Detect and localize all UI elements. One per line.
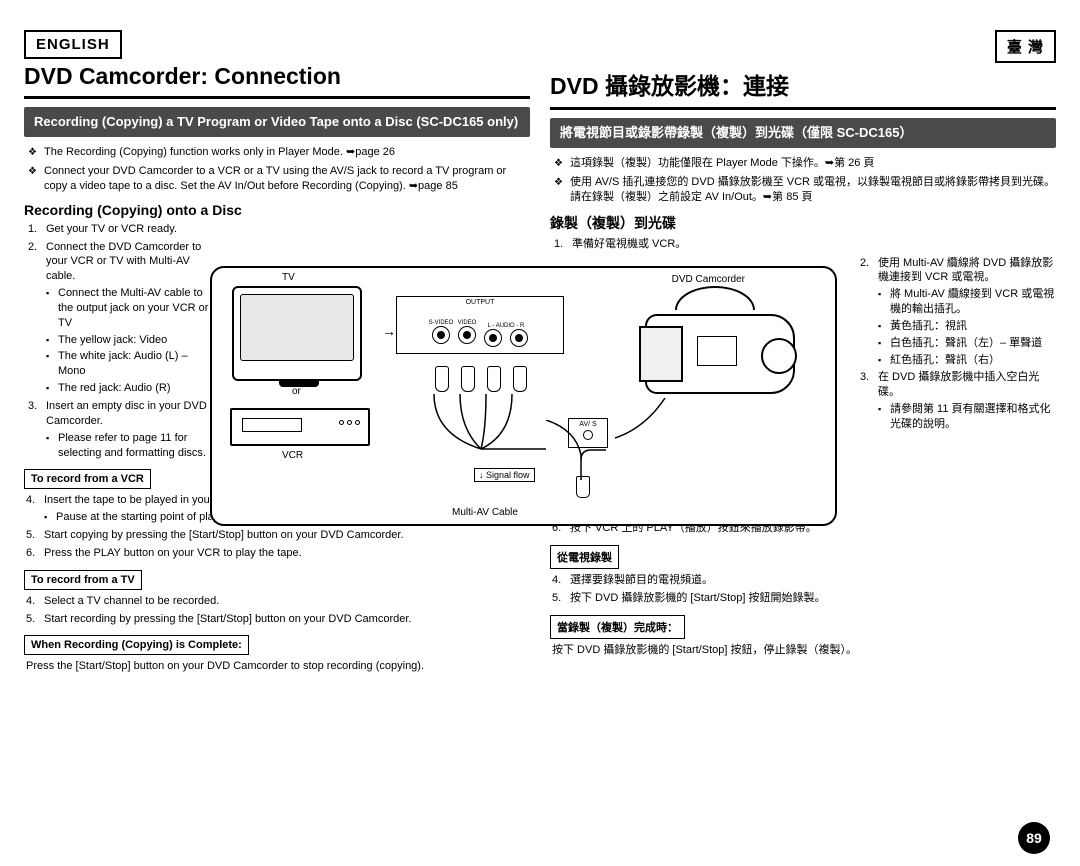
section-bar-left: Recording (Copying) a TV Program or Vide… [24,107,530,137]
box-tv-left: To record from a TV [24,570,142,590]
page-number: 89 [1018,822,1050,854]
step-item: 2.使用 Multi-AV 纜線將 DVD 攝錄放影機連接到 VCR 或電視。 … [860,256,1056,368]
signal-flow-label: ↓ Signal flow [474,468,535,482]
step-item: 1.準備好電視機或 VCR。 [554,237,1056,252]
box-complete-right: 當錄製（複製）完成時： [550,615,685,639]
sub-item: 請參閱第 11 頁有關選擇和格式化光碟的說明。 [878,402,1056,432]
step-item: 4.選擇要錄製節目的電視頻道。 [552,573,1056,588]
step-item: 3.在 DVD 攝錄放影機中插入空白光碟。 請參閱第 11 頁有關選擇和格式化光… [860,370,1056,431]
complete-text-right: 按下 DVD 攝錄放影機的 [Start/Stop] 按鈕，停止錄製（複製）。 [550,643,1056,658]
or-label: or [292,386,301,397]
step-item: 2.Connect the DVD Camcorder to your VCR … [28,240,209,396]
step-item: 1.Get your TV or VCR ready. [28,222,209,237]
steps-list-right-1: 1.準備好電視機或 VCR。 [550,237,1056,252]
title-right: DVD 攝錄放影機：連接 [550,67,1056,110]
steps-tv-right: 4.選擇要錄製節目的電視頻道。 5.按下 DVD 攝錄放影機的 [Start/S… [550,573,1056,606]
box-complete-left: When Recording (Copying) is Complete: [24,635,249,655]
intro-bullets-right: 這項錄製（複製）功能僅限在 Player Mode 下操作。➥第 26 頁 使用… [550,156,1056,205]
step-item: 3.Insert an empty disc in your DVD Camco… [28,399,209,460]
box-vcr-left: To record from a VCR [24,469,151,489]
bullet-item: 這項錄製（複製）功能僅限在 Player Mode 下操作。➥第 26 頁 [554,156,1056,171]
camcorder-label: DVD Camcorder [672,274,745,285]
output-panel: OUTPUT S-VIDEO VIDEO L - AUDIO - R [396,296,564,354]
sub-item: 黃色插孔：視訊 [878,319,1056,334]
subtitle-right: 錄製（複製）到光碟 [550,213,1056,233]
tv-icon [232,286,362,381]
bullet-item: 使用 AV/S 插孔連接您的 DVD 攝錄放影機至 VCR 或電視，以錄製電視節… [554,175,1056,205]
subtitle-left: Recording (Copying) onto a Disc [24,202,530,218]
sub-item: The white jack: Audio (L) – Mono [46,349,209,379]
arrow-icon: → [382,323,396,339]
steps-list-left: 1.Get your TV or VCR ready. 2.Connect th… [24,222,209,461]
sub-item: The red jack: Audio (R) [46,381,209,396]
cable-plugs [416,366,546,466]
steps-tv-left: 4.Select a TV channel to be recorded. 5.… [24,594,530,627]
cable-label: Multi-AV Cable [452,507,518,518]
sub-item: Connect the Multi-AV cable to the output… [46,286,209,331]
step-item: 5.Start recording by pressing the [Start… [26,612,530,627]
vcr-label: VCR [282,450,303,461]
step-item: 5.Start copying by pressing the [Start/S… [26,528,530,543]
step-item: 5.按下 DVD 攝錄放影機的 [Start/Stop] 按鈕開始錄製。 [552,591,1056,606]
connection-diagram: TV or VCR OUTPUT S-VIDEO VIDEO L - AUDIO… [210,266,837,526]
sub-item: 白色插孔：聲訊（左）– 單聲道 [878,336,1056,351]
vcr-icon [230,408,370,446]
title-left: DVD Camcorder: Connection [24,63,530,99]
output-label: OUTPUT [397,299,563,306]
step-item: 6.Press the PLAY button on your VCR to p… [26,546,530,561]
complete-text-left: Press the [Start/Stop] button on your DV… [24,659,530,674]
steps-list-right-2: 2.使用 Multi-AV 纜線將 DVD 攝錄放影機連接到 VCR 或電視。 … [856,256,1056,435]
intro-bullets-left: The Recording (Copying) function works o… [24,145,530,194]
sub-item: 將 Multi-AV 纜線接到 VCR 或電視機的輸出插孔。 [878,287,1056,317]
lang-tab-right: 臺 灣 [995,30,1056,63]
step-item: 4.Select a TV channel to be recorded. [26,594,530,609]
bullet-item: Connect your DVD Camcorder to a VCR or a… [28,164,530,194]
sub-item: The yellow jack: Video [46,333,209,348]
av-plug-icon [576,476,590,498]
box-tv-right: 從電視錄製 [550,545,619,569]
sub-item: 紅色插孔：聲訊（右） [878,353,1056,368]
tv-label: TV [282,272,295,283]
sub-item: Please refer to page 11 for selecting an… [46,431,209,461]
lang-tab-left: ENGLISH [24,30,122,59]
bullet-item: The Recording (Copying) function works o… [28,145,530,160]
section-bar-right: 將電視節目或錄影帶錄製（複製）到光碟（僅限 SC-DC165） [550,118,1056,148]
